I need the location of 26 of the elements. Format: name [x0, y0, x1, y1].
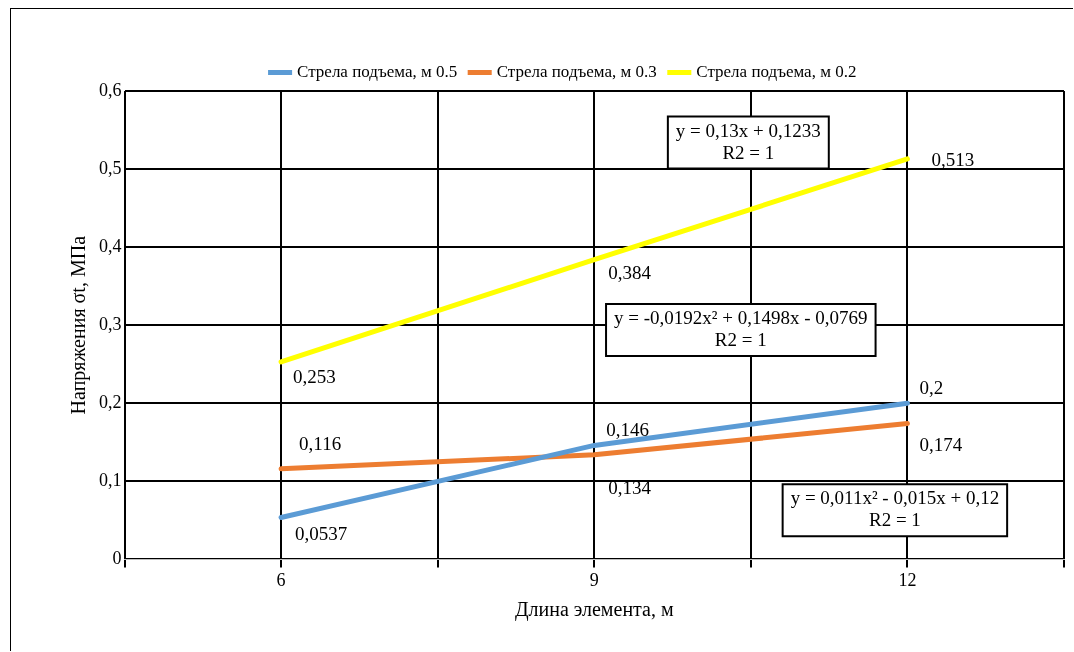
y-tick-label: 0,5: [99, 157, 122, 178]
data-label: 0,2: [919, 377, 944, 399]
x-tick-label: 12: [898, 569, 917, 590]
legend-label: Стрела подъема, м 0.2: [696, 61, 857, 81]
legend-label: Стрела подъема, м 0.5: [297, 61, 458, 81]
y-tick-label: 0,2: [99, 392, 122, 412]
data-label: 0,384: [608, 261, 652, 283]
data-label: 0,174: [919, 433, 963, 455]
data-label: 0,146: [606, 419, 649, 441]
x-axis-title: Длина элемента, м: [514, 598, 674, 622]
y-axis-title: Напряжения σt, МПа: [67, 235, 91, 415]
annotation: y = 0,13x + 0,1233 R2 = 1: [675, 119, 821, 163]
annotation: y = 0,011x² - 0,015x + 0,12 R2 = 1: [790, 487, 1000, 531]
data-label: 0,116: [299, 432, 342, 454]
y-tick-label: 0,1: [99, 470, 122, 491]
legend-label: Стрела подъема, м 0.3: [496, 61, 657, 81]
y-tick-label: 0,6: [99, 79, 122, 100]
y-tick-label: 0: [112, 548, 122, 569]
data-label: 0,253: [293, 365, 336, 387]
data-label: 0,513: [931, 148, 975, 170]
x-tick-label: 6: [276, 569, 286, 590]
annotation: y = -0,0192x² + 0,1498x - 0,0769 R2 = 1: [614, 306, 868, 350]
data-label: 0,0537: [295, 523, 348, 545]
y-tick-label: 0,3: [99, 313, 122, 334]
y-tick-label: 0,4: [99, 235, 122, 256]
x-tick-label: 9: [589, 569, 599, 590]
